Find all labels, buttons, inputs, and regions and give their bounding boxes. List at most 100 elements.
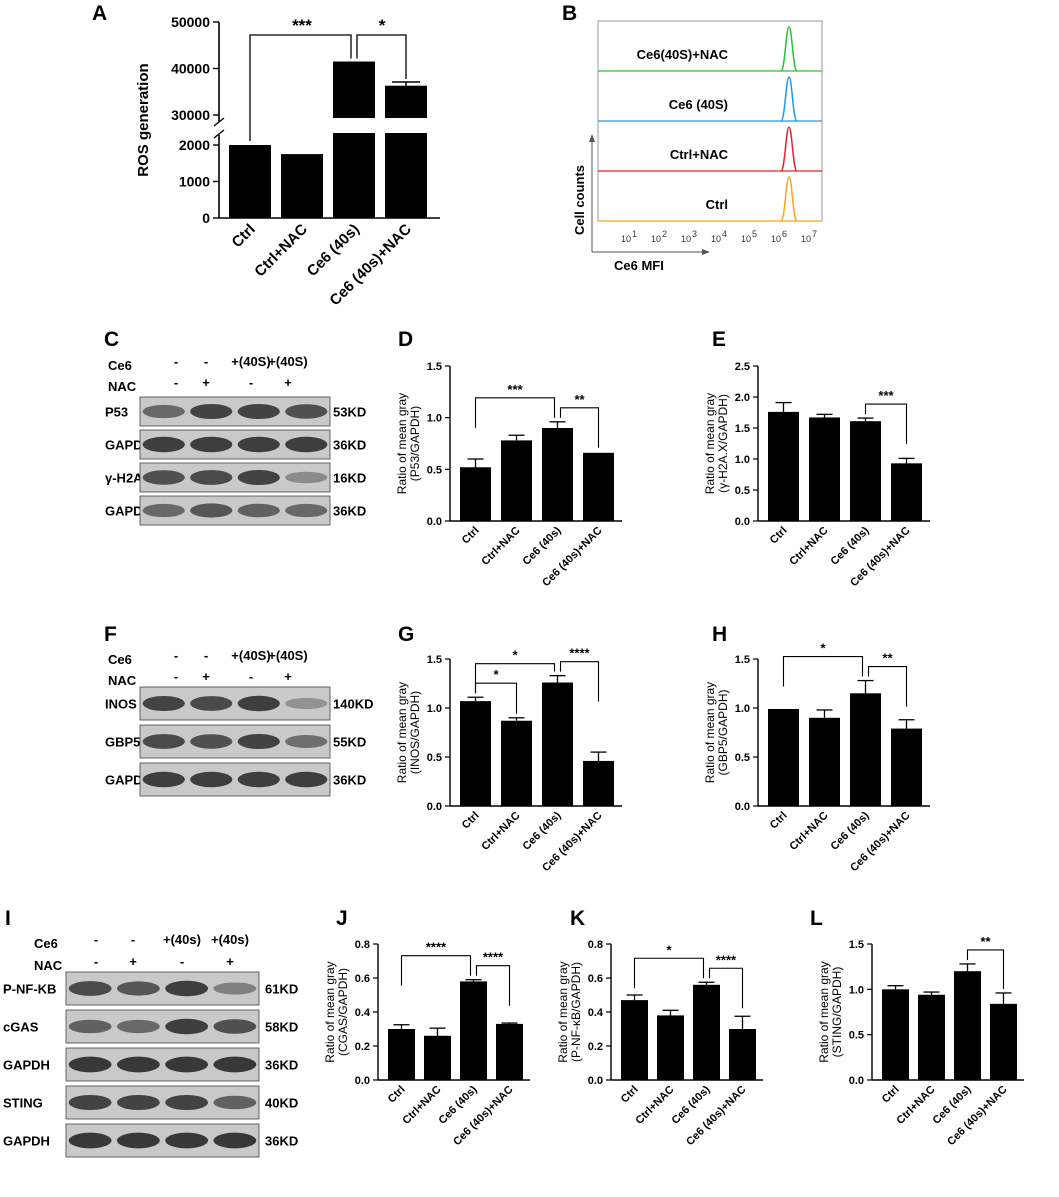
b-x-tick-exponent: 2 — [662, 229, 667, 239]
panel-letter-c: C — [104, 328, 119, 351]
g-y-tick-label: 0.0 — [427, 801, 442, 813]
j-bar — [388, 1029, 415, 1080]
j-bar — [424, 1035, 451, 1080]
k-bar — [693, 984, 720, 1080]
b-x-tick-label: 10 — [651, 234, 661, 244]
f-mw-label: 55KD — [333, 735, 366, 750]
g-significance-label: * — [512, 648, 518, 663]
i-ce6-lane-mark: +(40s) — [211, 932, 249, 947]
f-mw-label: 36KD — [333, 773, 366, 788]
j-significance-label: **** — [426, 940, 447, 955]
e-bar — [850, 421, 881, 521]
b-x-tick-exponent: 6 — [782, 229, 787, 239]
j-y-tick-label: 0.2 — [355, 1041, 370, 1053]
i-protein-label: GAPDH — [3, 1058, 50, 1073]
j-significance-bracket — [475, 965, 511, 1006]
panel-letter-g: G — [398, 623, 414, 646]
chart-a-ros-generation: 0 1000 2000 30000 40000 50000 ROS generation Ct… — [135, 14, 440, 309]
f-ce6-row-label: Ce6 — [108, 652, 132, 667]
i-band — [116, 1056, 160, 1073]
b-x-tick-label: 10 — [621, 234, 631, 244]
f-protein-label: INOS — [105, 697, 137, 712]
j-bar — [460, 981, 487, 1080]
i-ce6-lane-mark: +(40s) — [163, 932, 201, 947]
e-category-label: Ctrl+NAC — [787, 525, 830, 568]
h-bar — [768, 708, 799, 806]
j-y-axis-label: (CGAS/GAPDH) — [336, 968, 350, 1056]
f-protein-label: GBP5 — [105, 735, 140, 750]
i-nac-lane-mark: + — [129, 954, 137, 969]
c-ce6-lane-mark: - — [204, 354, 208, 369]
b-x-tick-exponent: 7 — [812, 229, 817, 239]
i-ce6-lane-mark: - — [94, 932, 98, 947]
a-significance-bracket — [356, 34, 407, 79]
panel-letter-h: H — [712, 623, 727, 646]
a-bar — [333, 61, 375, 219]
e-y-tick-label: 0.0 — [735, 516, 750, 528]
c-ce6-lane-mark: - — [174, 354, 178, 369]
h-significance-bracket — [867, 666, 908, 707]
b-x-tick-label: 10 — [681, 234, 691, 244]
b-track-label: Ctrl — [706, 197, 728, 212]
b-x-tick-label: 10 — [801, 234, 811, 244]
i-band — [213, 982, 257, 995]
i-mw-label: 58KD — [265, 1020, 298, 1035]
d-significance-label: ** — [574, 392, 585, 407]
i-band — [165, 980, 209, 997]
c-ce6-lane-mark: +(40S) — [231, 354, 270, 369]
d-y-tick-label: 1.5 — [427, 361, 442, 373]
g-category-label: Ce6 (40s) — [521, 809, 564, 852]
k-significance-bracket — [708, 967, 744, 1009]
i-nac-lane-mark: + — [226, 954, 234, 969]
i-ce6-lane-mark: - — [131, 932, 135, 947]
h-bar — [850, 693, 881, 806]
c-band — [142, 503, 185, 518]
f-ce6-lane-mark: - — [174, 648, 178, 663]
b-x-arrow — [702, 249, 710, 255]
e-y-tick-label: 2.5 — [735, 361, 750, 373]
i-nac-lane-mark: - — [94, 954, 98, 969]
f-ce6-lane-mark: +(40S) — [268, 648, 307, 663]
d-bar — [460, 467, 491, 521]
d-y-axis-label: (P53/GAPDH) — [408, 406, 422, 481]
i-ce6-row-label: Ce6 — [34, 936, 58, 951]
c-band — [142, 404, 185, 419]
l-y-tick-label: 1.5 — [849, 939, 864, 951]
f-nac-lane-mark: + — [202, 669, 210, 684]
k-category-label: Ctrl+NAC — [633, 1084, 676, 1127]
g-significance-bracket — [474, 663, 556, 694]
j-y-tick-label: 0.4 — [355, 1007, 371, 1019]
panel-letter-f: F — [104, 623, 117, 646]
panel-letter-e: E — [712, 328, 726, 351]
e-y-tick-label: 1.0 — [735, 454, 750, 466]
i-band — [116, 1094, 160, 1111]
c-band — [285, 503, 328, 518]
d-bar — [542, 428, 573, 521]
l-y-tick-label: 0.5 — [849, 1030, 864, 1042]
i-mw-label: 61KD — [265, 982, 298, 997]
f-band — [285, 735, 328, 748]
western-blot-i: Ce6 NAC - - +(40s) +(40s) - + - + P-NF-KB 61KD cGAS 5… — [3, 932, 298, 1158]
e-y-tick-label: 2.0 — [735, 392, 750, 404]
i-band — [116, 981, 160, 996]
f-ce6-lane-mark: +(40S) — [231, 648, 270, 663]
l-significance-bracket — [966, 949, 1005, 989]
h-y-tick-label: 1.0 — [735, 703, 750, 715]
c-band — [190, 470, 233, 485]
l-y-axis-label: Ratio of mean gray — [817, 961, 831, 1062]
i-protein-label: cGAS — [3, 1020, 39, 1035]
c-band — [142, 436, 185, 453]
e-bar — [768, 411, 799, 521]
c-band — [237, 403, 280, 420]
f-ce6-lane-mark: - — [204, 648, 208, 663]
l-bar — [990, 1003, 1017, 1080]
l-bar — [954, 971, 981, 1080]
a-axis-break-mark — [213, 129, 225, 139]
b-x-tick-exponent: 5 — [752, 229, 757, 239]
a-significance-label: *** — [292, 16, 312, 35]
b-x-axis-label: Ce6 MFI — [614, 258, 664, 273]
panel-letter-l: L — [810, 907, 823, 930]
c-mw-label: 16KD — [333, 471, 366, 486]
i-band — [213, 1132, 257, 1149]
